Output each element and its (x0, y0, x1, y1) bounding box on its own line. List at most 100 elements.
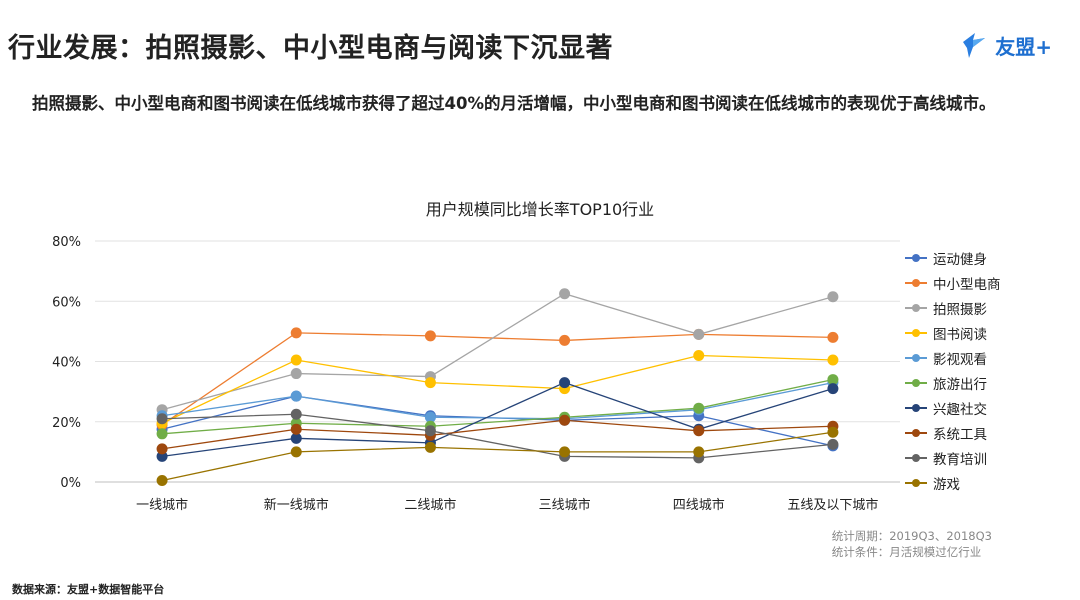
data-point (827, 354, 839, 366)
stat-note: 统计周期：2019Q3、2018Q3 统计条件：月活规模过亿行业 (832, 528, 992, 560)
y-tick-label: 80% (52, 235, 81, 250)
series-line (161, 419, 833, 450)
data-point (827, 374, 839, 386)
legend-label: 兴趣社交 (933, 401, 987, 418)
legend-item: 图书阅读 (905, 320, 1001, 345)
data-point (156, 450, 168, 462)
data-point (424, 377, 436, 389)
series-拍照摄影 (156, 288, 839, 416)
series-系统工具 (156, 414, 839, 455)
data-point (156, 413, 168, 425)
y-tick-label: 40% (52, 356, 81, 371)
data-point (156, 428, 168, 440)
data-point (156, 474, 168, 486)
x-axis: 一线城市 新一线城市 二线城市 三线城市 四线城市 五线及以下城市 (136, 497, 878, 513)
chart-legend: 运动健身中小型电商拍照摄影图书阅读影视观看旅游出行兴趣社交系统工具教育培训游戏 (905, 245, 1001, 495)
y-tick-label: 0% (60, 476, 81, 491)
data-point (559, 377, 571, 389)
legend-marker (905, 427, 927, 439)
legend-item: 教育培训 (905, 445, 1001, 470)
data-point (424, 411, 436, 423)
series-line (161, 381, 834, 458)
data-point (693, 446, 705, 458)
data-point (693, 425, 705, 437)
data-point (693, 349, 705, 361)
data-point (156, 443, 168, 455)
summary-text: 拍照摄影、中小型电商和图书阅读在低线城市获得了超过40%的月活增幅，中小型电商和… (32, 94, 996, 113)
stat-period: 统计周期：2019Q3、2018Q3 (831, 529, 992, 543)
legend-item: 运动健身 (905, 245, 1001, 270)
data-point (827, 331, 839, 343)
legend-item: 旅游出行 (905, 370, 1001, 395)
series-line (161, 431, 834, 482)
legend-marker (905, 277, 927, 289)
legend-marker (905, 377, 927, 389)
data-point (827, 291, 839, 303)
series-line (161, 381, 834, 420)
umeng-bird-icon (963, 33, 986, 58)
series-line (162, 378, 834, 435)
data-point (290, 408, 302, 420)
series-line (161, 395, 834, 447)
series-line (161, 332, 833, 426)
legend-marker (905, 402, 927, 414)
grid-lines (95, 240, 900, 483)
series-line (161, 293, 834, 411)
data-point (424, 330, 436, 342)
x-tick-label: 四线城市 (673, 497, 725, 513)
data-source: 数据来源：友盟+数据智能平台 (12, 583, 165, 596)
chart-title: 用户规模同比增长率TOP10行业 (425, 200, 655, 219)
legend-item: 中小型电商 (905, 270, 1001, 295)
x-tick-label: 三线城市 (539, 497, 591, 513)
legend-item: 兴趣社交 (905, 395, 1001, 420)
data-point (290, 354, 302, 366)
data-point (827, 383, 839, 395)
data-point (559, 334, 571, 346)
legend-label: 教育培训 (933, 451, 987, 468)
data-point (827, 438, 839, 450)
data-point (290, 390, 302, 402)
data-point (290, 327, 302, 339)
legend-label: 图书阅读 (933, 326, 987, 343)
legend-label: 游戏 (933, 476, 960, 493)
legend-item: 拍照摄影 (905, 295, 1001, 320)
x-tick-label: 一线城市 (136, 497, 188, 513)
legend-marker (905, 352, 927, 364)
y-tick-label: 60% (52, 295, 81, 310)
data-point (693, 328, 705, 340)
legend-label: 影视观看 (933, 351, 987, 368)
x-tick-label: 五线及以下城市 (787, 497, 878, 513)
x-tick-label: 新一线城市 (264, 497, 329, 513)
data-point (559, 446, 571, 458)
series-group (156, 288, 839, 486)
x-tick-label: 二线城市 (404, 497, 456, 513)
legend-label: 旅游出行 (933, 376, 987, 393)
legend-item: 系统工具 (905, 420, 1001, 445)
data-point (290, 432, 302, 444)
legend-marker (905, 252, 927, 264)
data-point (290, 446, 302, 458)
legend-item: 影视观看 (905, 345, 1001, 370)
legend-label: 系统工具 (933, 426, 987, 443)
data-point (290, 368, 302, 380)
data-point (559, 288, 571, 300)
data-point (424, 441, 436, 453)
series-教育培训 (156, 408, 839, 464)
series-line (161, 354, 833, 424)
data-point (693, 402, 705, 414)
data-point (559, 414, 571, 426)
data-point (290, 423, 302, 435)
legend-marker (905, 452, 927, 464)
y-axis: 0% 20% 40% 60% 80% (52, 235, 81, 491)
page-title: 行业发展：拍照摄影、中小型电商与阅读下沉显著 (8, 33, 613, 64)
legend-label: 运动健身 (933, 251, 987, 268)
legend-label: 中小型电商 (933, 276, 1001, 293)
stat-condition: 统计条件：月活规模过亿行业 (831, 545, 982, 559)
data-point (827, 426, 839, 438)
logo-text: 友盟+ (995, 34, 1052, 59)
series-line (162, 413, 833, 459)
data-point (424, 425, 436, 437)
y-tick-label: 20% (52, 416, 81, 431)
legend-marker (905, 327, 927, 339)
